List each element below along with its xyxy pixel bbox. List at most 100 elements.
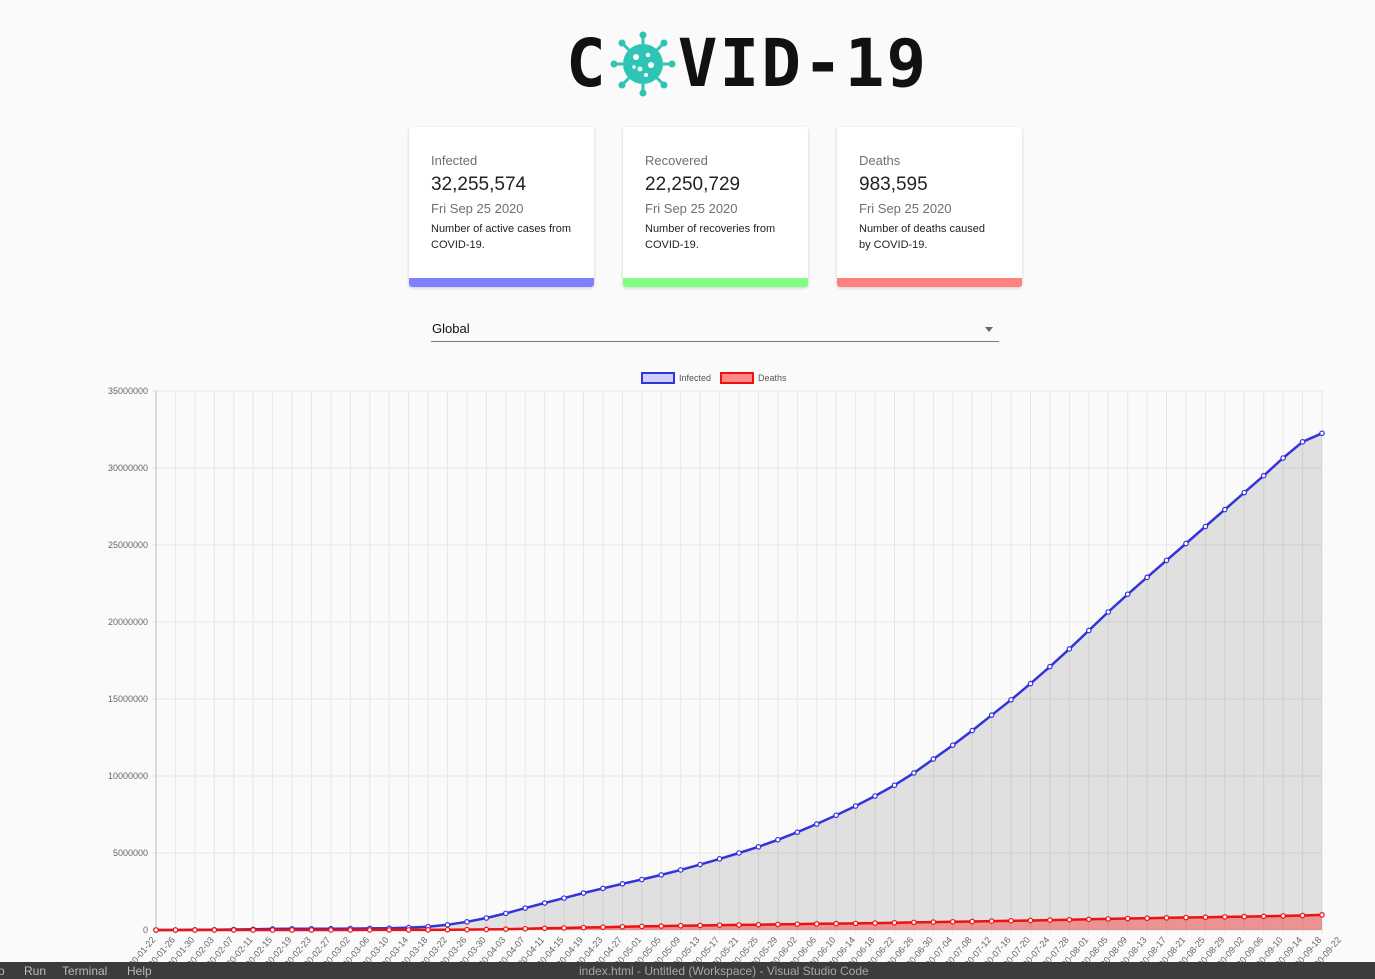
data-point-deaths[interactable] [386, 927, 393, 933]
data-point-deaths[interactable] [639, 923, 645, 930]
data-point-deaths[interactable] [658, 923, 665, 929]
menu-item-help[interactable]: Help [127, 964, 152, 978]
data-point-deaths[interactable] [580, 924, 587, 931]
data-point-infected[interactable] [561, 895, 567, 901]
data-point-deaths[interactable] [1047, 917, 1053, 923]
data-point-deaths[interactable] [230, 927, 237, 933]
data-point-infected[interactable] [775, 836, 781, 843]
legend-label-deaths[interactable]: Deaths [758, 373, 787, 383]
data-point-deaths[interactable] [1183, 914, 1189, 921]
data-point-deaths[interactable] [308, 927, 315, 933]
data-point-deaths[interactable] [969, 918, 976, 925]
data-point-deaths[interactable] [813, 921, 820, 927]
data-point-infected[interactable] [541, 900, 548, 906]
data-point-infected[interactable] [1047, 663, 1053, 670]
data-point-deaths[interactable] [1319, 912, 1325, 918]
data-point-infected[interactable] [852, 803, 859, 809]
data-point-infected[interactable] [483, 915, 490, 921]
data-point-infected[interactable] [1260, 472, 1267, 479]
data-point-infected[interactable] [794, 829, 801, 836]
data-point-infected[interactable] [580, 890, 587, 896]
data-point-infected[interactable] [1241, 489, 1248, 496]
legend-swatch-infected[interactable] [641, 372, 675, 384]
data-point-deaths[interactable] [502, 926, 509, 932]
data-point-deaths[interactable] [775, 921, 781, 928]
data-point-deaths[interactable] [872, 920, 878, 926]
data-point-infected[interactable] [930, 756, 937, 762]
data-point-deaths[interactable] [250, 927, 256, 933]
data-point-deaths[interactable] [289, 927, 295, 933]
data-point-deaths[interactable] [1008, 917, 1014, 924]
data-point-deaths[interactable] [697, 922, 703, 929]
data-point-infected[interactable] [697, 861, 703, 868]
data-point-deaths[interactable] [328, 927, 334, 933]
data-point-infected[interactable] [1222, 506, 1228, 513]
data-point-deaths[interactable] [1280, 913, 1286, 919]
data-point-deaths[interactable] [153, 927, 159, 933]
data-point-infected[interactable] [716, 856, 723, 862]
data-point-infected[interactable] [969, 727, 976, 734]
legend-swatch-deaths[interactable] [720, 372, 754, 384]
data-point-deaths[interactable] [1027, 917, 1034, 924]
data-point-infected[interactable] [1299, 439, 1306, 445]
data-point-deaths[interactable] [911, 919, 917, 926]
menu-item-run[interactable]: Run [24, 964, 47, 978]
data-point-infected[interactable] [1124, 591, 1131, 598]
legend-label-infected[interactable]: Infected [679, 373, 711, 383]
data-point-infected[interactable] [677, 867, 684, 873]
data-point-deaths[interactable] [600, 924, 606, 930]
data-point-infected[interactable] [464, 919, 470, 925]
data-point-deaths[interactable] [736, 922, 742, 928]
data-point-deaths[interactable] [211, 927, 218, 933]
country-select[interactable]: Global [431, 313, 999, 342]
data-point-deaths[interactable] [1299, 912, 1306, 919]
data-point-deaths[interactable] [1260, 913, 1267, 920]
data-point-deaths[interactable] [464, 926, 470, 933]
data-point-infected[interactable] [444, 922, 451, 928]
data-point-infected[interactable] [1008, 696, 1014, 703]
menu-item-go[interactable]: o [0, 964, 5, 978]
data-point-infected[interactable] [1183, 540, 1189, 547]
data-point-deaths[interactable] [852, 920, 859, 927]
data-point-deaths[interactable] [716, 922, 723, 928]
data-point-deaths[interactable] [619, 923, 626, 930]
data-point-infected[interactable] [619, 880, 626, 887]
data-point-infected[interactable] [1144, 574, 1150, 581]
data-point-deaths[interactable] [522, 925, 529, 932]
data-point-deaths[interactable] [1163, 915, 1170, 921]
data-point-infected[interactable] [639, 876, 645, 883]
data-point-infected[interactable] [1027, 680, 1034, 687]
data-point-deaths[interactable] [269, 927, 276, 933]
data-point-deaths[interactable] [1124, 915, 1131, 922]
data-point-deaths[interactable] [192, 927, 198, 933]
data-point-infected[interactable] [872, 793, 878, 799]
data-point-deaths[interactable] [1222, 914, 1228, 920]
data-point-infected[interactable] [600, 885, 606, 892]
data-point-deaths[interactable] [444, 926, 451, 933]
data-point-infected[interactable] [522, 905, 529, 911]
menu-item-terminal[interactable]: Terminal [62, 964, 108, 978]
data-point-infected[interactable] [502, 910, 509, 917]
data-point-deaths[interactable] [794, 921, 801, 927]
data-point-deaths[interactable] [483, 926, 490, 933]
data-point-infected[interactable] [1086, 627, 1092, 634]
data-point-deaths[interactable] [541, 925, 548, 932]
data-point-deaths[interactable] [1086, 916, 1092, 923]
data-point-deaths[interactable] [755, 921, 762, 928]
data-point-deaths[interactable] [172, 927, 179, 933]
data-point-infected[interactable] [911, 770, 917, 776]
data-point-deaths[interactable] [425, 927, 431, 933]
data-point-deaths[interactable] [405, 927, 412, 933]
data-point-infected[interactable] [891, 782, 898, 789]
data-point-infected[interactable] [1105, 609, 1112, 615]
data-point-deaths[interactable] [1066, 916, 1073, 923]
data-point-deaths[interactable] [561, 925, 567, 931]
data-point-infected[interactable] [1202, 523, 1209, 530]
data-point-deaths[interactable] [891, 919, 898, 926]
data-point-infected[interactable] [1163, 557, 1170, 564]
data-point-deaths[interactable] [347, 927, 354, 933]
data-point-deaths[interactable] [1144, 915, 1150, 922]
data-point-infected[interactable] [833, 812, 839, 819]
data-point-infected[interactable] [1066, 646, 1073, 652]
data-point-infected[interactable] [988, 712, 995, 718]
